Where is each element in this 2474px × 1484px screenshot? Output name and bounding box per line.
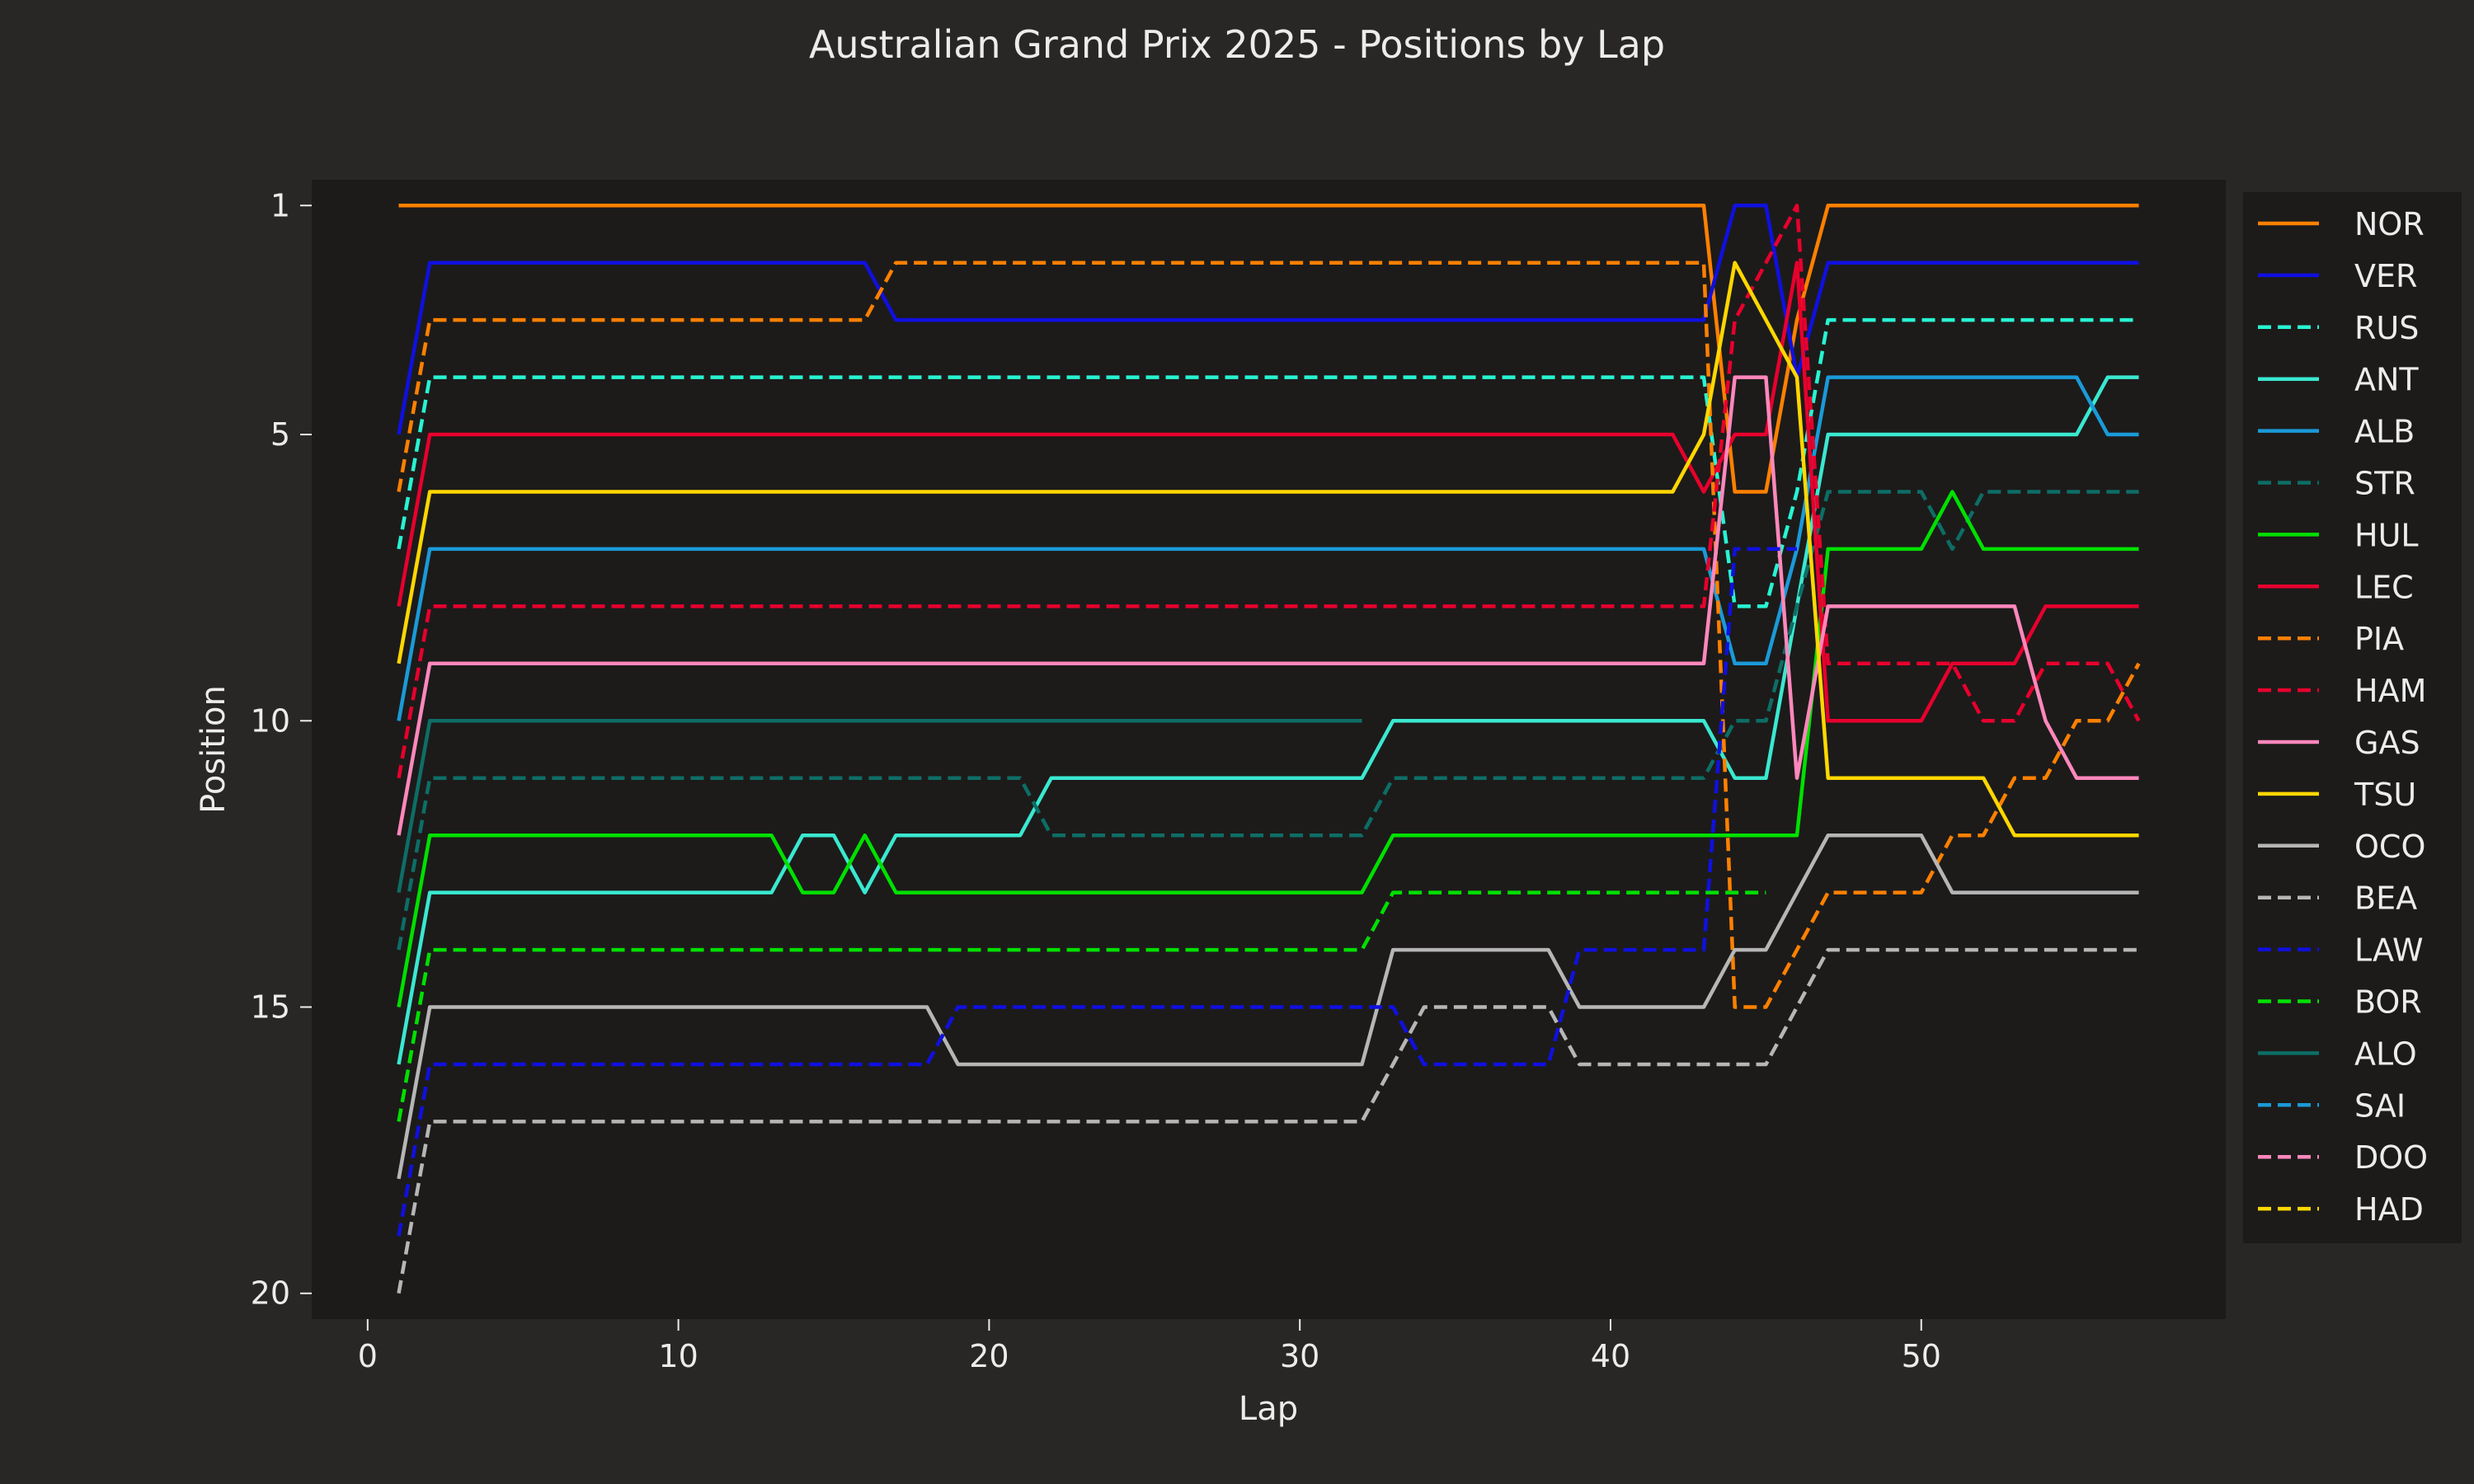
series-line-tsu	[397, 261, 2139, 838]
legend-label-hul: HUL	[2354, 517, 2419, 553]
x-tick-label: 20	[969, 1338, 1009, 1374]
series-line-ant	[397, 375, 2139, 1065]
y-tick-label: 10	[251, 702, 290, 739]
y-tick-label: 20	[251, 1275, 290, 1312]
legend-label-ham: HAM	[2354, 673, 2426, 709]
legend-label-alb: ALB	[2354, 414, 2415, 450]
series-line-pia	[397, 261, 2141, 1009]
series-line-nor	[398, 204, 2139, 494]
x-tick-label: 10	[658, 1338, 698, 1374]
legend-label-gas: GAS	[2354, 725, 2420, 761]
legend-label-rus: RUS	[2354, 310, 2419, 346]
legend-label-law: LAW	[2354, 932, 2424, 969]
series-line-alb	[397, 375, 2139, 721]
legend-label-had: HAD	[2354, 1191, 2424, 1228]
series-line-str	[397, 490, 2139, 951]
series-line-law	[397, 547, 1797, 1237]
legend-box	[2243, 192, 2462, 1243]
series-line-lec	[397, 261, 2139, 723]
legend: NOR VER RUS ANT ALB STR HUL LEC PIA HAM GAS TSU OCO B…	[2243, 192, 2462, 1243]
legend-label-doo: DOO	[2354, 1139, 2428, 1176]
y-tick-label: 5	[270, 416, 290, 453]
legend-label-str: STR	[2354, 466, 2415, 502]
series-line-ver	[397, 204, 2139, 435]
series-line-rus	[397, 317, 2139, 608]
y-axis-label: Position	[195, 685, 233, 814]
x-tick-label: 0	[358, 1338, 378, 1374]
x-tick-label: 30	[1280, 1338, 1319, 1374]
legend-label-nor: NOR	[2354, 206, 2425, 242]
y-tick-label: 1	[270, 187, 290, 223]
legend-label-sai: SAI	[2354, 1087, 2406, 1124]
series-line-bea	[397, 947, 2139, 1294]
series-line-ham	[397, 204, 2141, 779]
legend-label-alo: ALO	[2354, 1036, 2417, 1072]
x-tick-label: 40	[1591, 1338, 1630, 1374]
legend-label-lec: LEC	[2354, 569, 2414, 605]
x-axis-label: Lap	[1239, 1390, 1298, 1428]
plot-area	[312, 180, 2226, 1319]
legend-label-pia: PIA	[2354, 621, 2404, 657]
x-tick-label: 50	[1902, 1338, 1941, 1374]
series-line-alo	[397, 719, 1362, 894]
chart-title: Australian Grand Prix 2025 - Positions b…	[809, 22, 1665, 67]
series-line-hul	[397, 490, 2139, 1007]
series-line-bor	[397, 890, 1766, 1122]
legend-label-ver: VER	[2354, 258, 2417, 294]
legend-label-bor: BOR	[2354, 984, 2422, 1021]
legend-label-ant: ANT	[2354, 362, 2419, 398]
legend-label-tsu: TSU	[2354, 777, 2416, 813]
series-layer	[397, 204, 2141, 1294]
legend-label-oco: OCO	[2354, 829, 2425, 865]
y-tick-label: 15	[251, 989, 290, 1026]
legend-label-bea: BEA	[2354, 881, 2417, 917]
series-line-gas	[397, 375, 2139, 836]
